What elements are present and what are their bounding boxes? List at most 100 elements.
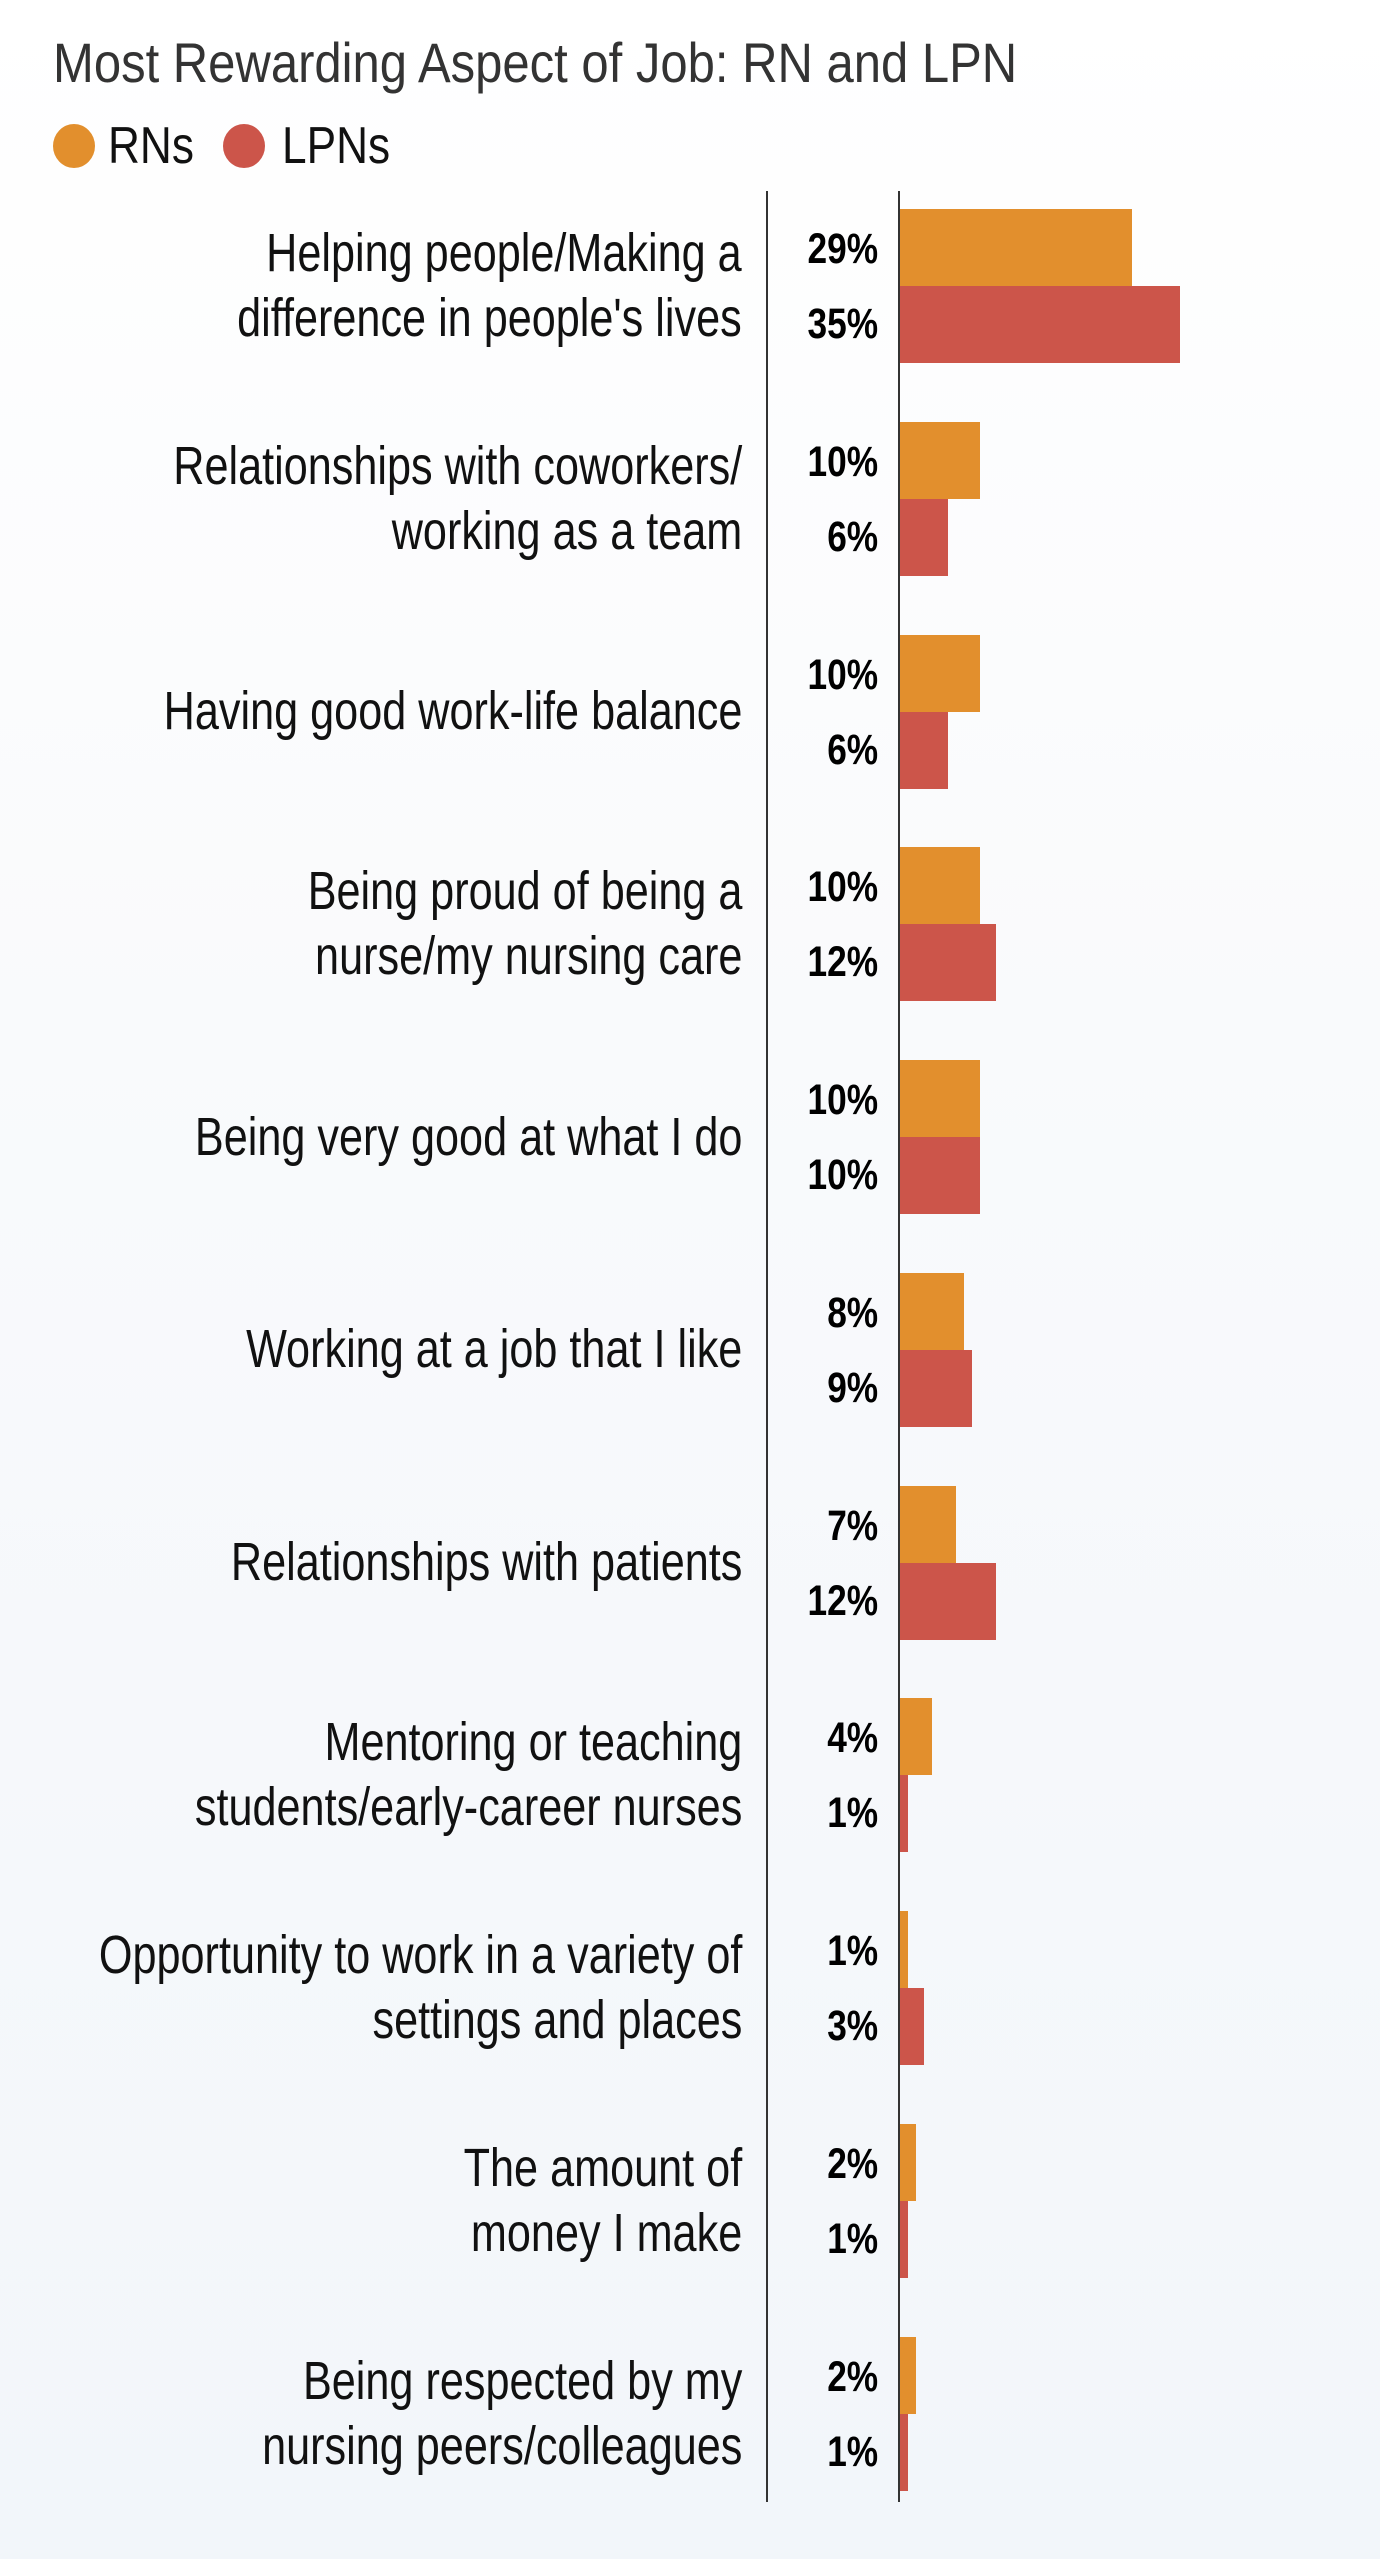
bar-group-11: Being respected by my nursing peers/coll… bbox=[0, 2336, 1380, 2491]
legend-label-lpns: LPNs bbox=[282, 117, 391, 175]
category-label-wrap: Working at a job that I like bbox=[0, 1273, 742, 1427]
lpn-value-label-wrap: 1% bbox=[678, 1775, 878, 1852]
lpn-value-label-wrap: 6% bbox=[678, 712, 878, 789]
bar-group-10: The amount of money I make 2% 1% bbox=[0, 2123, 1380, 2278]
rn-value-label: 1% bbox=[827, 1927, 878, 1975]
rn-bar bbox=[900, 1485, 956, 1563]
lpn-bar bbox=[900, 286, 1180, 363]
category-label-wrap: Being very good at what I do bbox=[0, 1060, 742, 1214]
category-label: The amount of money I make bbox=[463, 2137, 742, 2263]
rn-value-label: 8% bbox=[827, 1288, 878, 1337]
category-label: Relationships with patients bbox=[230, 1532, 742, 1592]
legend-label-rns: RNs bbox=[108, 117, 194, 175]
category-label: Working at a job that I like bbox=[245, 1319, 742, 1380]
lpn-value-label: 1% bbox=[827, 2214, 878, 2263]
rn-value-label: 2% bbox=[827, 2139, 878, 2188]
rn-value-label: 7% bbox=[827, 1501, 878, 1550]
category-label-wrap: Being respected by my nursing peers/coll… bbox=[0, 2337, 742, 2491]
category-label: Being proud of being a nurse/my nursing … bbox=[307, 861, 742, 987]
lpn-bar bbox=[900, 1988, 924, 2065]
rn-value-label-wrap: 2% bbox=[678, 2339, 878, 2416]
lpn-bar bbox=[900, 1137, 980, 1214]
rn-value-label-wrap: 2% bbox=[678, 2126, 878, 2203]
lpn-value-label: 3% bbox=[827, 2002, 878, 2050]
rn-value-label: 10% bbox=[807, 437, 878, 486]
rn-bar bbox=[900, 1698, 932, 1776]
rn-bar bbox=[900, 421, 980, 499]
bar-group-6: Working at a job that I like 8% 9% bbox=[0, 1272, 1380, 1427]
rn-value-label-wrap: 29% bbox=[678, 211, 878, 288]
lpn-value-label: 1% bbox=[827, 1789, 878, 1838]
lpn-bar bbox=[900, 1775, 908, 1853]
rn-value-label-wrap: 10% bbox=[678, 849, 878, 926]
category-label: Helping people/Making a difference in pe… bbox=[237, 223, 742, 348]
lpn-value-label-wrap: 1% bbox=[678, 2414, 878, 2491]
rn-value-label-wrap: 10% bbox=[678, 424, 878, 501]
lpn-value-label: 35% bbox=[807, 300, 878, 348]
category-label-wrap: Mentoring or teaching students/early-car… bbox=[0, 1698, 742, 1852]
rn-bar bbox=[900, 1911, 908, 1988]
category-label-wrap: Being proud of being a nurse/my nursing … bbox=[0, 847, 742, 1001]
rn-bar bbox=[900, 1060, 980, 1137]
lpn-bar bbox=[900, 1349, 972, 1427]
lpn-value-label-wrap: 6% bbox=[678, 499, 878, 576]
category-label: Being respected by my nursing peers/coll… bbox=[261, 2350, 742, 2476]
lpn-bar bbox=[900, 711, 948, 789]
category-label-wrap: The amount of money I make bbox=[0, 2124, 742, 2278]
rn-bar bbox=[900, 209, 1132, 286]
rn-value-label-wrap: 8% bbox=[678, 1275, 878, 1352]
rn-bar bbox=[900, 634, 980, 712]
bar-group-4: Being proud of being a nurse/my nursing … bbox=[0, 847, 1380, 1002]
rn-value-label: 2% bbox=[827, 2352, 878, 2401]
rn-value-label-wrap: 4% bbox=[678, 1700, 878, 1777]
bar-group-1: Helping people/Making a difference in pe… bbox=[0, 209, 1380, 363]
category-label: Being very good at what I do bbox=[194, 1106, 742, 1167]
lpn-value-label-wrap: 12% bbox=[678, 924, 878, 1001]
category-label-wrap: Relationships with coworkers/ working as… bbox=[0, 422, 742, 576]
bar-group-5: Being very good at what I do 10% 10% bbox=[0, 1060, 1380, 1214]
lpn-swatch-circle-icon bbox=[223, 124, 265, 168]
lpn-value-label-wrap: 12% bbox=[678, 1563, 878, 1640]
lpn-bar bbox=[900, 498, 948, 576]
category-label-wrap: Relationships with patients bbox=[0, 1486, 742, 1640]
bar-group-8: Mentoring or teaching students/early-car… bbox=[0, 1698, 1380, 1853]
rn-value-label: 29% bbox=[807, 225, 878, 273]
rn-bar bbox=[900, 2336, 916, 2414]
category-label-wrap: Helping people/Making a difference in pe… bbox=[0, 209, 742, 363]
lpn-value-label: 6% bbox=[827, 725, 878, 774]
rn-value-label-wrap: 1% bbox=[678, 1913, 878, 1990]
category-label: Mentoring or teaching students/early-car… bbox=[194, 1712, 742, 1838]
chart-title: Most Rewarding Aspect of Job: RN and LPN bbox=[53, 31, 1018, 94]
bar-group-7: Relationships with patients 7% 12% bbox=[0, 1485, 1380, 1640]
lpn-bar bbox=[900, 2200, 908, 2278]
lpn-value-label-wrap: 35% bbox=[678, 286, 878, 363]
lpn-value-label-wrap: 9% bbox=[678, 1350, 878, 1427]
rn-bar bbox=[900, 847, 980, 925]
value-axis-line bbox=[898, 191, 900, 2502]
category-label: Opportunity to work in a variety of sett… bbox=[98, 1925, 742, 2050]
rn-value-label: 10% bbox=[807, 863, 878, 912]
rn-swatch-circle-icon bbox=[53, 124, 95, 168]
lpn-value-label-wrap: 10% bbox=[678, 1137, 878, 1214]
category-label: Relationships with coworkers/ working as… bbox=[172, 435, 742, 561]
lpn-value-label: 10% bbox=[807, 1151, 878, 1199]
lpn-value-label: 9% bbox=[827, 1363, 878, 1412]
rn-value-label: 4% bbox=[827, 1714, 878, 1763]
lpn-value-label: 6% bbox=[827, 512, 878, 561]
rn-value-label-wrap: 10% bbox=[678, 637, 878, 714]
lpn-value-label: 12% bbox=[807, 938, 878, 987]
lpn-value-label: 12% bbox=[807, 1576, 878, 1625]
lpn-bar bbox=[900, 2413, 908, 2491]
lpn-value-label: 1% bbox=[827, 2427, 878, 2476]
lpn-bar bbox=[900, 1562, 996, 1640]
rn-value-label: 10% bbox=[807, 1076, 878, 1124]
rn-value-label-wrap: 10% bbox=[678, 1062, 878, 1139]
bar-group-2: Relationships with coworkers/ working as… bbox=[0, 421, 1380, 576]
bar-group-9: Opportunity to work in a variety of sett… bbox=[0, 1911, 1380, 2065]
lpn-value-label-wrap: 3% bbox=[678, 1988, 878, 2065]
bar-group-3: Having good work-life balance 10% 6% bbox=[0, 634, 1380, 789]
label-divider-line bbox=[766, 191, 768, 2502]
lpn-value-label-wrap: 1% bbox=[678, 2201, 878, 2278]
rn-bar bbox=[900, 2123, 916, 2201]
rn-value-label-wrap: 7% bbox=[678, 1488, 878, 1565]
